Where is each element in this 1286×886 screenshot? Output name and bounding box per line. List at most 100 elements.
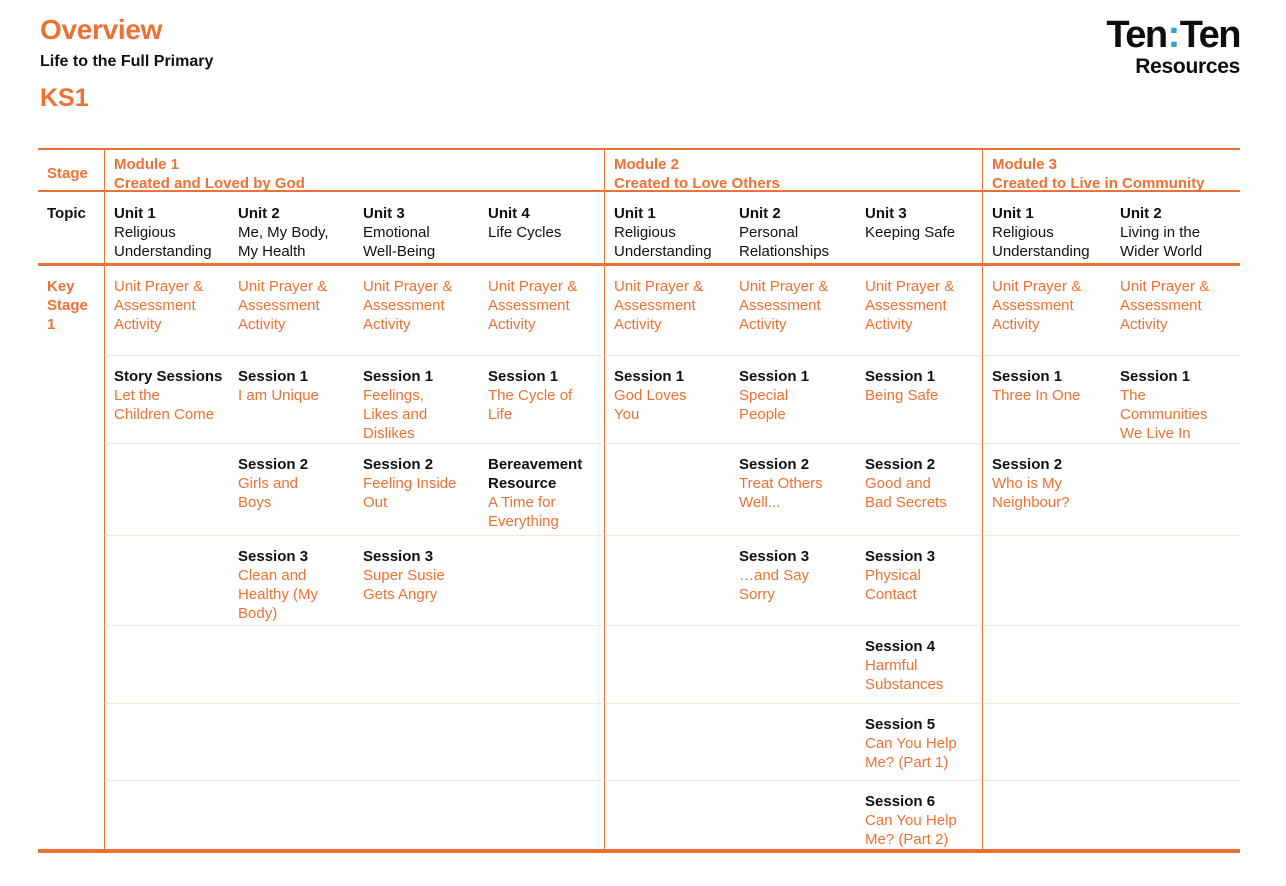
session-cell-m1-u4-r3 — [479, 536, 604, 626]
stage-column-header: Stage — [38, 150, 104, 192]
session-cell-m2-u3-r5: Session 5 Can You Help Me? (Part 1) — [856, 704, 982, 781]
session-cell-m3-u2-r5 — [1111, 704, 1240, 781]
unit-subtitle: Life Cycles — [488, 224, 562, 241]
session-cell-m2-u1-r3 — [604, 536, 730, 626]
unit-cell-m2-u2: Unit 2 Personal Relationships — [730, 192, 856, 266]
prayer-cell-m2-u2: Unit Prayer & Assessment Activity — [730, 266, 856, 356]
session-label: Session 4 — [865, 638, 936, 655]
session-title: Let the Children Come — [114, 387, 215, 423]
prayer-cell-m3-u1: Unit Prayer & Assessment Activity — [982, 266, 1111, 356]
session-cell-m3-u1-r4 — [982, 626, 1111, 704]
unit-title: Unit 1 — [992, 205, 1034, 222]
prayer-cell-m1-u4: Unit Prayer & Assessment Activity — [479, 266, 604, 356]
module-2-header: Module 2 Created to Love Others — [604, 150, 982, 192]
session-title: The Cycle of Life — [488, 387, 573, 423]
session-cell-m1-u3-r6 — [354, 781, 479, 849]
prayer-cell-m1-u2: Unit Prayer & Assessment Activity — [229, 266, 354, 356]
module-2-theme: Created to Love Others — [614, 175, 780, 192]
session-title: Physical Contact — [865, 567, 921, 603]
prayer-cell-m2-u1: Unit Prayer & Assessment Activity — [604, 266, 730, 356]
session-label: Session 5 — [865, 716, 936, 733]
session-title: God Loves You — [614, 387, 687, 423]
session-cell-m2-u1-r4 — [604, 626, 730, 704]
logo-word-first: Ten — [1106, 14, 1168, 56]
session-title: A Time for Everything — [488, 494, 559, 530]
logo-word-second: Ten — [1179, 14, 1242, 56]
session-cell-m1-u4-r1: Session 1 The Cycle of Life — [479, 356, 604, 444]
prayer-text: Unit Prayer & Assessment Activity — [488, 278, 578, 333]
session-cell-m3-u2-r3 — [1111, 536, 1240, 626]
session-cell-m2-u2-r1: Session 1 Special People — [730, 356, 856, 444]
session-cell-m1-u4-r6 — [479, 781, 604, 849]
session-cell-m1-u2-r6 — [229, 781, 354, 849]
session-cell-m1-u3-r3: Session 3 Super Susie Gets Angry — [354, 536, 479, 626]
session-cell-m1-u4-r2: Bereavement Resource A Time for Everythi… — [479, 444, 604, 536]
module-1-theme: Created and Loved by God — [114, 175, 305, 192]
session-label: Bereavement Resource — [488, 456, 583, 492]
page-subtitle: Life to the Full Primary — [40, 53, 214, 70]
prayer-text: Unit Prayer & Assessment Activity — [739, 278, 829, 333]
session-cell-m3-u1-r3 — [982, 536, 1111, 626]
session-cell-m1-u2-r5 — [229, 704, 354, 781]
module-1-header: Module 1 Created and Loved by God — [104, 150, 604, 192]
session-title: Can You Help Me? (Part 1) — [865, 735, 957, 771]
session-title: Treat Others Well... — [739, 475, 823, 511]
unit-cell-m3-u2: Unit 2 Living in the Wider World — [1111, 192, 1240, 266]
unit-title: Unit 3 — [363, 205, 405, 222]
session-cell-m1-u1-r6 — [104, 781, 229, 849]
session-cell-m1-u2-r2: Session 2 Girls and Boys — [229, 444, 354, 536]
session-cell-m3-u2-r2 — [1111, 444, 1240, 536]
unit-subtitle: Religious Understanding — [114, 224, 212, 260]
module-2-name: Module 2 — [614, 156, 680, 173]
session-cell-m2-u3-r3: Session 3 Physical Contact — [856, 536, 982, 626]
key-stage-heading: KS1 — [40, 84, 89, 112]
session-title: …and Say Sorry — [739, 567, 810, 603]
session-cell-m1-u3-r2: Session 2 Feeling Inside Out — [354, 444, 479, 536]
session-cell-m1-u3-r4 — [354, 626, 479, 704]
topic-row-header: Topic — [38, 192, 104, 266]
unit-cell-m2-u1: Unit 1 Religious Understanding — [604, 192, 730, 266]
session-cell-m2-u2-r6 — [730, 781, 856, 849]
session-title: Super Susie Gets Angry — [363, 567, 445, 603]
session-cell-m1-u1-r5 — [104, 704, 229, 781]
prayer-text: Unit Prayer & Assessment Activity — [238, 278, 328, 333]
session-label: Session 1 — [238, 368, 309, 385]
unit-subtitle: Living in the Wider World — [1120, 224, 1203, 260]
unit-cell-m1-u2: Unit 2 Me, My Body, My Health — [229, 192, 354, 266]
session-label: Session 1 — [363, 368, 434, 385]
module-3-header: Module 3 Created to Live in Community — [982, 150, 1240, 192]
session-cell-m1-u4-r4 — [479, 626, 604, 704]
module-3-theme: Created to Live in Community — [992, 175, 1205, 192]
session-label: Session 2 — [363, 456, 434, 473]
session-label: Session 6 — [865, 793, 936, 810]
session-cell-m2-u1-r1: Session 1 God Loves You — [604, 356, 730, 444]
session-title: Special People — [739, 387, 789, 423]
session-label: Session 2 — [992, 456, 1063, 473]
session-cell-m1-u4-r5 — [479, 704, 604, 781]
unit-title: Unit 1 — [114, 205, 156, 222]
session-label: Session 1 — [992, 368, 1063, 385]
prayer-cell-m3-u2: Unit Prayer & Assessment Activity — [1111, 266, 1240, 356]
session-cell-m2-u2-r5 — [730, 704, 856, 781]
unit-title: Unit 3 — [865, 205, 907, 222]
session-cell-m1-u3-r1: Session 1 Feelings, Likes and Dislikes — [354, 356, 479, 444]
prayer-text: Unit Prayer & Assessment Activity — [865, 278, 955, 333]
unit-subtitle: Keeping Safe — [865, 224, 956, 241]
session-cell-m2-u2-r2: Session 2 Treat Others Well... — [730, 444, 856, 536]
session-title: Feeling Inside Out — [363, 475, 457, 511]
session-title: Girls and Boys — [238, 475, 299, 511]
logo-tagline: Resources — [1135, 55, 1240, 78]
session-cell-m1-u2-r4 — [229, 626, 354, 704]
session-label: Session 2 — [739, 456, 810, 473]
page-title: Overview — [40, 14, 163, 45]
unit-subtitle: Religious Understanding — [992, 224, 1090, 260]
key-stage-row-header: Key Stage 1 — [47, 278, 88, 333]
session-title: The Communities We Live In — [1120, 387, 1208, 442]
unit-subtitle: Emotional Well-Being — [363, 224, 436, 260]
unit-cell-m2-u3: Unit 3 Keeping Safe — [856, 192, 982, 266]
unit-title: Unit 4 — [488, 205, 530, 222]
session-cell-m1-u2-r3: Session 3 Clean and Healthy (My Body) — [229, 536, 354, 626]
prayer-text: Unit Prayer & Assessment Activity — [1120, 278, 1210, 333]
session-label: Session 1 — [488, 368, 559, 385]
session-cell-m2-u3-r1: Session 1 Being Safe — [856, 356, 982, 444]
